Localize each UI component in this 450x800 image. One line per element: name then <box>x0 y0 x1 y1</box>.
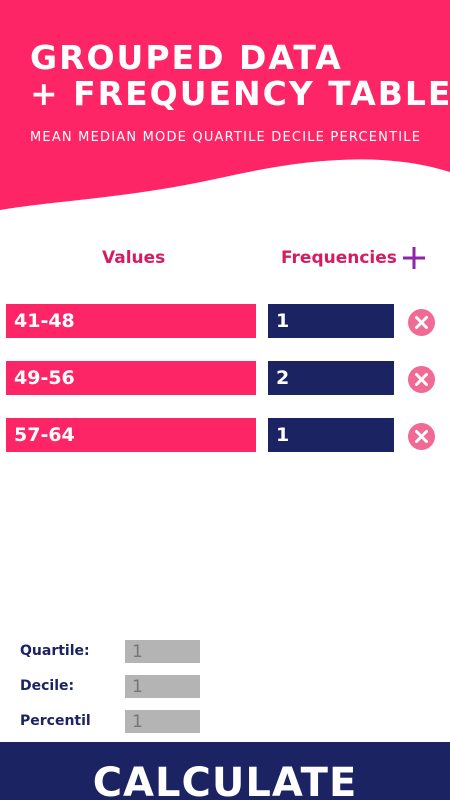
decile-label: Decile: <box>20 678 75 694</box>
value-input[interactable] <box>6 361 256 395</box>
remove-row-button[interactable] <box>408 366 435 393</box>
values-column-header: Values <box>102 248 166 268</box>
table-row <box>0 361 450 397</box>
value-input[interactable] <box>6 304 256 338</box>
frequency-input[interactable] <box>268 418 394 452</box>
plus-icon <box>403 247 425 269</box>
decile-input[interactable] <box>125 675 200 698</box>
percentile-input[interactable] <box>125 710 200 733</box>
calculate-button[interactable]: CALCULATE <box>0 742 450 800</box>
close-icon <box>415 430 428 443</box>
header-banner: GROUPED DATA + FREQUENCY TABLE MEAN MEDI… <box>0 0 450 220</box>
quartile-label: Quartile: <box>20 643 90 659</box>
header-wave-background <box>0 0 450 210</box>
value-input[interactable] <box>6 418 256 452</box>
remove-row-button[interactable] <box>408 309 435 336</box>
add-row-button[interactable] <box>400 244 428 272</box>
remove-row-button[interactable] <box>408 423 435 450</box>
quartile-input[interactable] <box>125 640 200 663</box>
app-title-line1: GROUPED DATA <box>30 38 343 77</box>
close-icon <box>415 373 428 386</box>
close-icon <box>415 316 428 329</box>
calculate-button-label: CALCULATE <box>92 760 358 800</box>
frequencies-column-header: Frequencies <box>281 248 397 268</box>
app-title: GROUPED DATA + FREQUENCY TABLE <box>30 40 450 112</box>
frequency-input[interactable] <box>268 361 394 395</box>
table-row <box>0 418 450 454</box>
table-row <box>0 304 450 340</box>
app-subtitle: MEAN MEDIAN MODE QUARTILE DECILE PERCENT… <box>30 130 422 145</box>
frequency-input[interactable] <box>268 304 394 338</box>
app-title-line2: + FREQUENCY TABLE <box>30 74 450 113</box>
percentile-label: Percentil <box>20 713 91 729</box>
